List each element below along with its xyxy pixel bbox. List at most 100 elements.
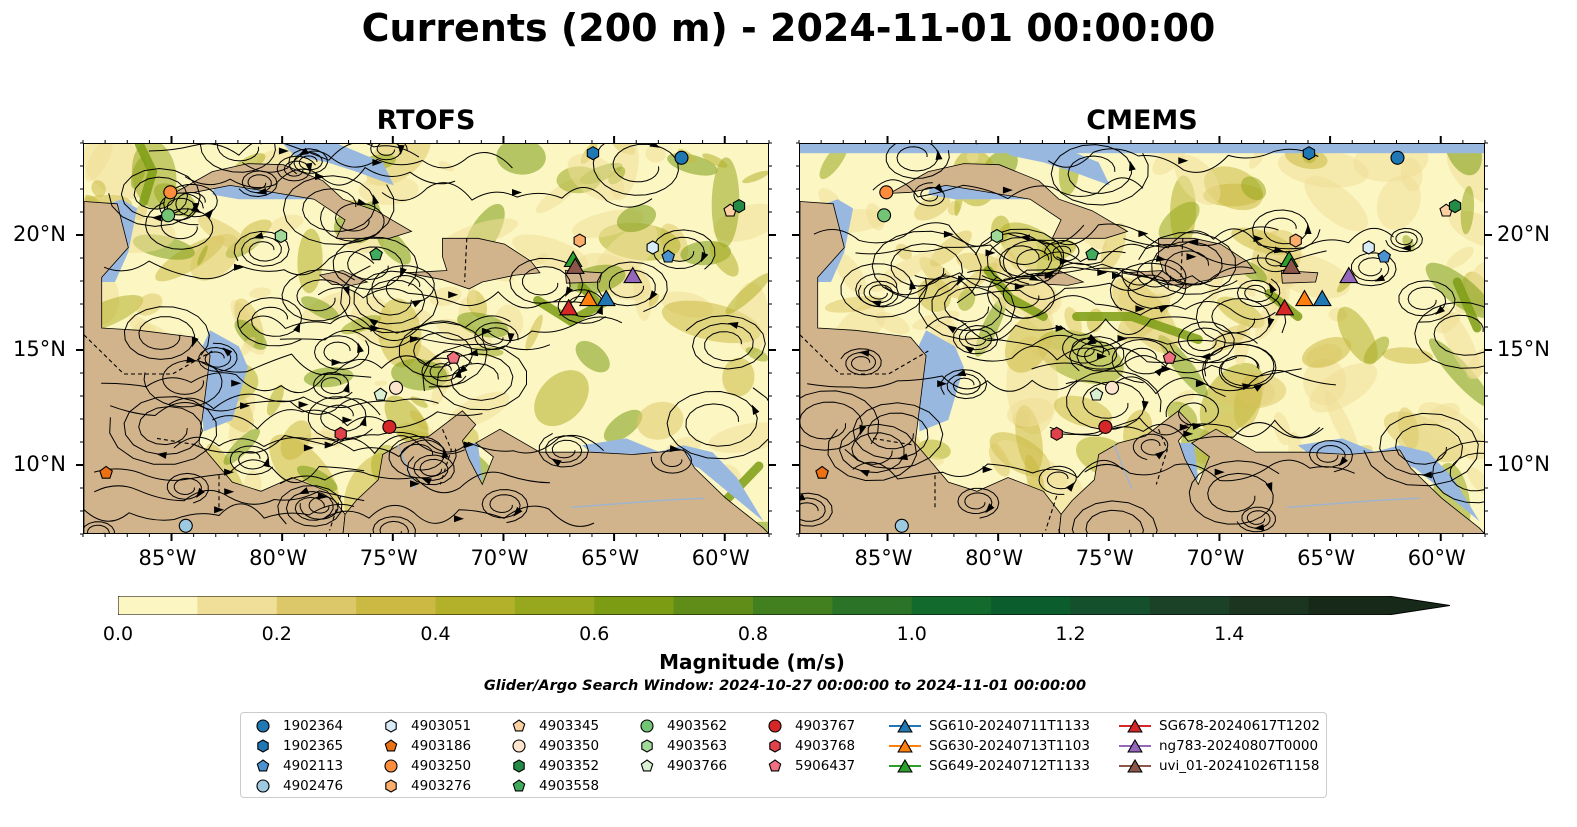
speed-contour bbox=[1428, 338, 1484, 408]
legend-symbol bbox=[769, 739, 781, 753]
speed-contour bbox=[1216, 296, 1265, 329]
legend-symbol bbox=[256, 759, 270, 772]
streamline-arrow bbox=[649, 144, 660, 148]
streamline-arrow bbox=[897, 453, 909, 461]
platform-4903352 bbox=[732, 198, 746, 214]
speed-contour bbox=[91, 180, 106, 197]
colorbar-extend-arrow bbox=[1388, 596, 1450, 615]
lat-tick-label: 20°N bbox=[1497, 222, 1550, 246]
colorbar-bin bbox=[1070, 596, 1151, 615]
speed-contour bbox=[534, 370, 589, 427]
legend-marker-icon bbox=[512, 779, 526, 792]
streamline-arrow bbox=[1044, 272, 1055, 279]
speed-contour bbox=[834, 252, 867, 295]
lon-tick-label: 65°W bbox=[581, 546, 640, 570]
legend-label: 4903768 bbox=[795, 738, 856, 754]
legend-item: 4903345 bbox=[509, 717, 599, 735]
streamline-arrow bbox=[1435, 305, 1445, 315]
platform-4903768 bbox=[334, 426, 347, 441]
legend-label: 4902113 bbox=[283, 758, 344, 774]
streamline-arrow bbox=[1338, 456, 1348, 467]
platform-sg678-20240617t1202 bbox=[559, 298, 579, 316]
legend-label: 4903350 bbox=[539, 738, 600, 754]
platform-4903562 bbox=[161, 208, 176, 223]
speed-contour bbox=[1383, 411, 1463, 463]
speed-contour bbox=[377, 298, 422, 368]
legend-label: 4903345 bbox=[539, 718, 600, 734]
streamline-arrow bbox=[315, 173, 326, 181]
legend-marker-icon bbox=[640, 759, 654, 772]
speed-contour bbox=[234, 319, 267, 350]
legend-marker-icon bbox=[256, 779, 270, 793]
legend-item: 4903767 bbox=[765, 717, 855, 735]
country-border bbox=[439, 428, 452, 485]
speed-contour bbox=[1303, 358, 1347, 406]
speed-contour bbox=[914, 194, 951, 221]
land-hispaniola bbox=[405, 237, 541, 290]
streamline-arrow bbox=[342, 416, 353, 424]
streamline-arrow bbox=[985, 503, 995, 514]
lon-tick-label: 60°W bbox=[1407, 546, 1466, 570]
legend-item: 1902365 bbox=[253, 737, 343, 755]
colorbar-bin bbox=[991, 596, 1071, 615]
streamline-arrow bbox=[1065, 481, 1075, 492]
colorbar-title: Magnitude (m/s) bbox=[659, 650, 845, 674]
streamline bbox=[855, 244, 1126, 265]
legend-marker-icon bbox=[889, 758, 921, 773]
speed-contour bbox=[957, 288, 976, 311]
lat-tick-label: 10°N bbox=[1497, 452, 1550, 476]
streamline-arrow bbox=[303, 444, 314, 452]
lon-tick-label: 65°W bbox=[1297, 546, 1356, 570]
legend-marker-icon bbox=[768, 759, 782, 772]
platform-4903186 bbox=[815, 465, 829, 479]
figure-title: Currents (200 m) - 2024-11-01 00:00:00 bbox=[361, 6, 1216, 50]
streamline-arrow bbox=[934, 183, 944, 194]
streamline-arrow bbox=[1253, 235, 1264, 243]
streamline-arrow bbox=[1267, 317, 1275, 329]
speed-contour bbox=[616, 204, 657, 233]
streamline bbox=[925, 316, 1196, 342]
streamline-arrow bbox=[1161, 365, 1172, 373]
legend-symbol bbox=[385, 779, 397, 793]
speed-contour bbox=[297, 228, 323, 294]
streamline-arrow bbox=[727, 322, 739, 329]
speed-contour bbox=[725, 273, 768, 315]
legend-symbol bbox=[385, 719, 397, 733]
speed-contour bbox=[1376, 175, 1421, 230]
speed-contour bbox=[197, 245, 208, 266]
legend-marker-icon bbox=[641, 739, 653, 753]
legend-item: 4903276 bbox=[381, 777, 471, 795]
legend-label: 1902365 bbox=[283, 738, 344, 754]
legend-label: SG610-20240711T1133 bbox=[929, 718, 1090, 734]
speed-contour bbox=[1174, 389, 1195, 406]
colorbar-bin bbox=[276, 596, 357, 615]
lon-tick-label: 75°W bbox=[1075, 546, 1134, 570]
country-border bbox=[800, 334, 929, 375]
streamline-arrow bbox=[196, 487, 205, 499]
streamline bbox=[148, 144, 420, 161]
legend-symbol bbox=[257, 739, 269, 753]
legend-symbol bbox=[1127, 718, 1143, 733]
streamline-arrow bbox=[909, 279, 917, 290]
speed-contour bbox=[1446, 246, 1474, 269]
streamline-arrow bbox=[214, 506, 225, 514]
legend-symbol bbox=[768, 719, 782, 733]
legend-label: 4903558 bbox=[539, 778, 600, 794]
speed-contour bbox=[436, 318, 492, 349]
legend-marker-icon bbox=[768, 719, 782, 733]
platform-ng783-20240807t0000 bbox=[1339, 266, 1359, 284]
streamline-arrow bbox=[410, 480, 420, 488]
speed-contour bbox=[296, 465, 338, 492]
colorbar-bin bbox=[197, 596, 278, 615]
legend-item: 4903562 bbox=[637, 717, 727, 735]
speed-contour bbox=[1337, 306, 1378, 365]
speed-contour bbox=[1158, 201, 1200, 241]
map-panel-cmems[interactable] bbox=[799, 143, 1485, 534]
streamline-arrow bbox=[513, 506, 523, 517]
legend-symbol bbox=[640, 719, 654, 733]
streamline bbox=[103, 251, 375, 280]
map-panel-rtofs[interactable] bbox=[83, 143, 769, 534]
speed-contour bbox=[1467, 466, 1484, 496]
streamline-arrow bbox=[331, 358, 342, 366]
strong-current bbox=[134, 144, 158, 206]
